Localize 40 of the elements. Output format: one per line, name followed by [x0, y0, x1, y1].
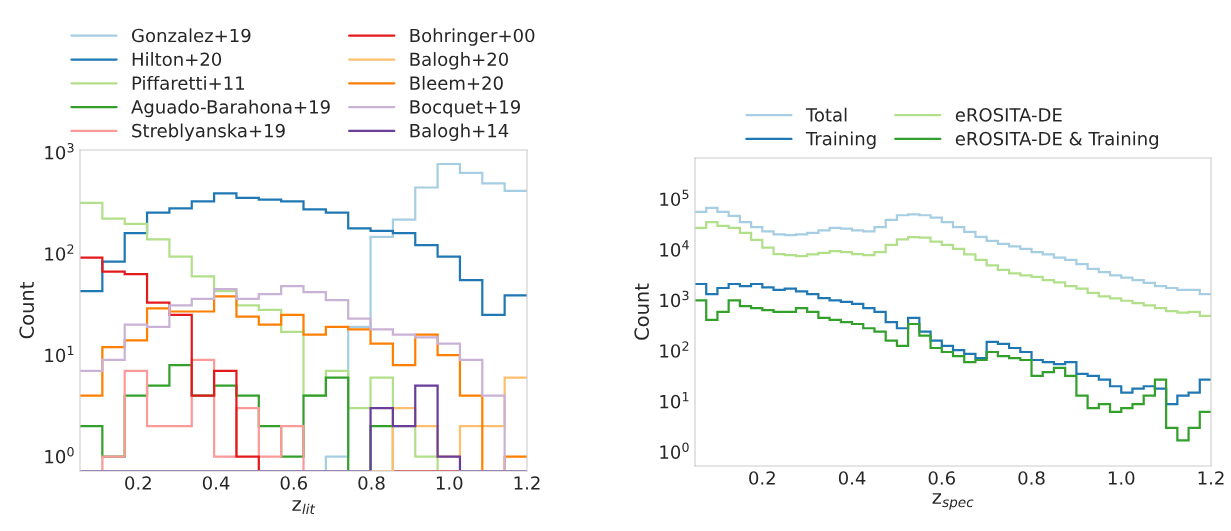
x-tick-label: 0.6 [928, 471, 955, 485]
legend-label: Bocquet+19 [410, 100, 520, 118]
x-tick-label: 0.2 [125, 476, 151, 490]
legend-label: Aguado-Barahona+19 [131, 99, 330, 118]
legend-label: Piffaretti+11 [132, 75, 245, 90]
x-tick-label: 0.4 [838, 471, 866, 485]
x-axis-title: z$_{lit}$ [292, 500, 316, 515]
y-axis-title: Count [634, 283, 650, 340]
y-tick-label: 10$^{1}$ [45, 345, 74, 363]
legend-label: Gonzalez+19 [132, 28, 251, 43]
y-tick-label: 10$^{2}$ [45, 244, 74, 261]
x-tick-label: 1.0 [436, 476, 463, 490]
x-tick-label: 1.2 [1198, 471, 1224, 485]
x-tick-label: 0.4 [202, 476, 230, 490]
legend-label: Hilton+20 [132, 52, 222, 67]
legend-label: Total [805, 107, 847, 122]
x-tick-label: 1.0 [1108, 471, 1135, 485]
y-axis-title: Count [19, 282, 35, 339]
legend-label: Balogh+14 [410, 123, 509, 141]
y-tick-label: 10$^{3}$ [660, 290, 689, 308]
legend-label: Bohringer+00 [410, 28, 535, 46]
x-tick-label: 1.2 [514, 476, 540, 490]
x-tick-label: 0.8 [1018, 471, 1045, 485]
y-tick-label: 10$^{4}$ [660, 240, 689, 257]
legend-label: eROSITA-DE [955, 108, 1062, 122]
y-tick-label: 10$^{0}$ [660, 442, 689, 460]
x-tick-label: 0.2 [749, 471, 775, 485]
x-tick-label: 0.8 [358, 476, 385, 490]
legend-label: Streblyanska+19 [132, 123, 285, 141]
legend-label: Bleem+20 [410, 75, 503, 90]
x-tick-label: 0.6 [280, 476, 307, 490]
x-axis-title: z$_{spec}$ [932, 493, 974, 510]
legend-label: Balogh+20 [410, 52, 509, 70]
legend-label: Training [805, 131, 876, 149]
y-tick-label: 10$^{5}$ [660, 189, 689, 207]
y-tick-label: 10$^{0}$ [45, 446, 74, 464]
y-tick-label: 10$^{3}$ [45, 142, 74, 160]
y-tick-label: 10$^{1}$ [660, 392, 689, 409]
legend-label: eROSITA-DE & Training [955, 131, 1159, 149]
y-tick-label: 10$^{2}$ [660, 341, 689, 358]
